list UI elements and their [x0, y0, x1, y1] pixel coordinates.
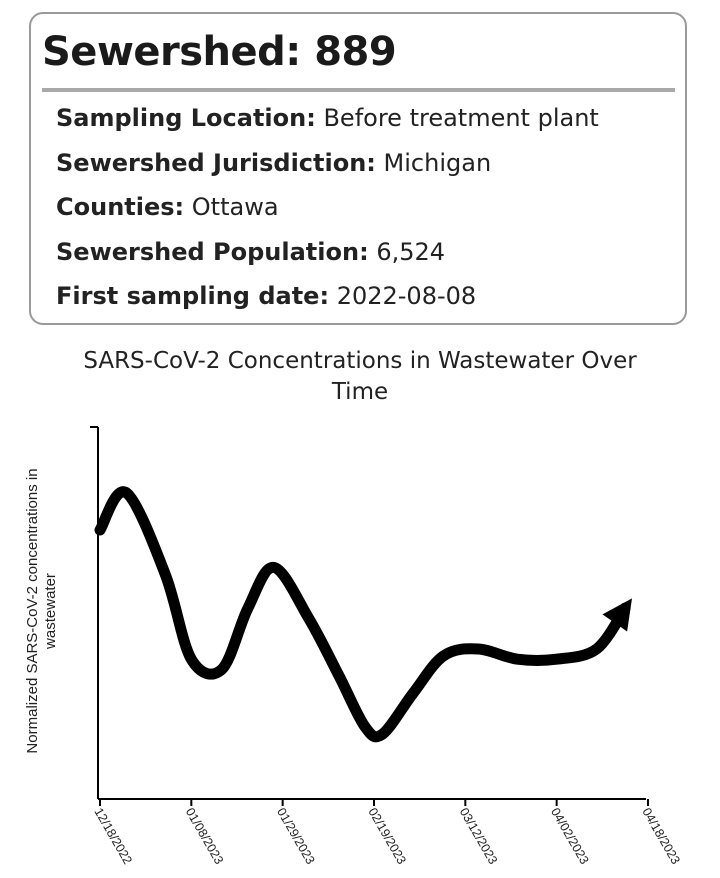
x-axis-ticks: 12/18/2022 01/08/2023 01/29/2023 02/19/2023… [91, 799, 683, 867]
sewershed-info-card: Sewershed: 889 Sampling Location: Before… [29, 12, 687, 325]
series-layer [94, 486, 632, 743]
chart-title-line-2: Time [331, 379, 389, 405]
title-divider [42, 88, 675, 92]
x-tick-label: 04/02/2023 [548, 806, 591, 867]
x-tick-label: 02/19/2023 [365, 806, 408, 867]
field-label: Counties: [56, 193, 185, 221]
field-label: First sampling date: [56, 282, 330, 310]
field-label: Sewershed Jurisdiction: [56, 148, 376, 177]
field-value: 6,524 [376, 237, 446, 266]
field-value: Michigan [383, 148, 492, 177]
series-line [94, 486, 631, 743]
field-label: Sewershed Population: [56, 237, 369, 266]
y-axis-label-line-1: Normalized SARS-CoV-2 concentrations in [24, 468, 41, 753]
chart-title: SARS-CoV-2 Concentrations in Wastewater … [0, 346, 720, 408]
x-tick-label: 03/12/2023 [457, 806, 500, 867]
field-value: Ottawa [191, 193, 279, 221]
field-value: Before treatment plant [323, 104, 599, 132]
card-title: Sewershed: 889 [42, 29, 397, 75]
y-axis-label: Normalized SARS-CoV-2 concentrations in … [24, 468, 59, 753]
chart-axes [90, 426, 646, 800]
field-first-sampling-date: First sampling date: 2022-08-08 [56, 274, 679, 319]
field-sampling-location: Sampling Location: Before treatment plan… [56, 96, 679, 141]
field-list: Sampling Location: Before treatment plan… [56, 96, 679, 319]
chart-title-line-1: SARS-CoV-2 Concentrations in Wastewater … [83, 348, 637, 374]
x-tick-label: 01/29/2023 [274, 806, 317, 867]
field-jurisdiction: Sewershed Jurisdiction: Michigan [56, 141, 679, 186]
x-tick-label: 12/18/2022 [91, 806, 134, 867]
field-value: 2022-08-08 [336, 282, 477, 310]
field-counties: Counties: Ottawa [56, 185, 679, 230]
field-label: Sampling Location: [56, 104, 316, 132]
y-axis-label-line-2: wastewater [42, 573, 59, 650]
x-tick-label: 01/08/2023 [183, 806, 226, 867]
x-tick-label: 04/18/2023 [639, 806, 682, 867]
field-population: Sewershed Population: 6,524 [56, 230, 679, 275]
trend-arrowhead [602, 598, 632, 632]
